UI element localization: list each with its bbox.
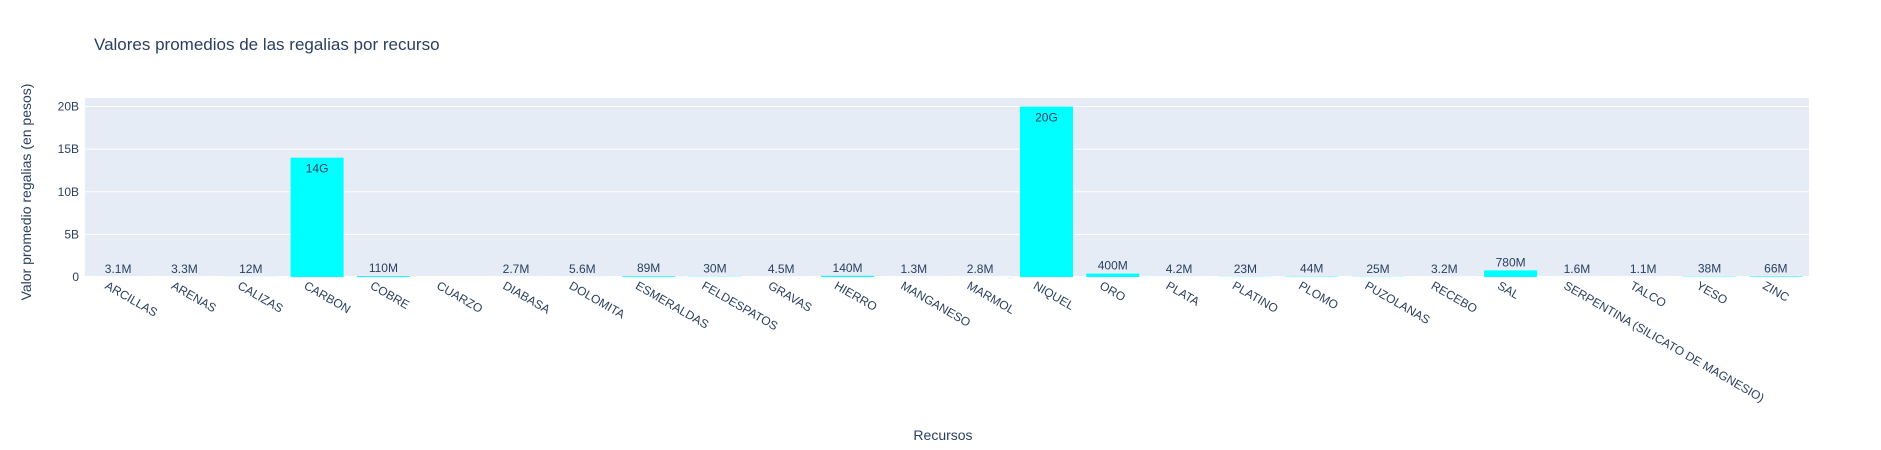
bar[interactable] bbox=[290, 157, 344, 277]
data-label: 2.7M bbox=[503, 262, 530, 276]
x-tick-label: ZINC bbox=[1760, 278, 1792, 304]
x-tick-label: TALCO bbox=[1628, 278, 1669, 310]
data-label: 3.2M bbox=[1431, 262, 1458, 276]
data-label: 14G bbox=[306, 162, 329, 176]
x-tick-label: CALIZAS bbox=[235, 278, 285, 315]
bar[interactable] bbox=[1484, 270, 1538, 277]
data-label: 3.1M bbox=[105, 262, 132, 276]
data-label: 5.6M bbox=[569, 262, 596, 276]
x-tick-label: CARBON bbox=[302, 278, 353, 316]
x-tick-label: YESO bbox=[1694, 278, 1730, 307]
data-label: 89M bbox=[637, 261, 660, 275]
y-tick-label: 5B bbox=[64, 227, 79, 241]
data-label: 44M bbox=[1300, 262, 1323, 276]
x-tick-label: ESMERALDAS bbox=[633, 278, 711, 331]
x-tick-label: COBRE bbox=[368, 278, 412, 311]
chart-title: Valores promedios de las regalias por re… bbox=[94, 35, 440, 54]
data-label: 66M bbox=[1764, 261, 1787, 275]
y-tick-label: 20B bbox=[58, 100, 79, 114]
x-axis-title: Recursos bbox=[913, 427, 972, 443]
x-tick-label: NIQUEL bbox=[1031, 278, 1077, 313]
x-tick-label: MARMOL bbox=[965, 278, 1018, 317]
x-tick-label: DIABASA bbox=[501, 278, 553, 316]
y-axis-title: Valor promedio regalias (en pesos) bbox=[18, 84, 34, 301]
data-label: 38M bbox=[1698, 262, 1721, 276]
data-label: 400M bbox=[1098, 259, 1128, 273]
x-tick-label: CUARZO bbox=[434, 278, 485, 315]
data-label: 1.1M bbox=[1630, 262, 1657, 276]
x-tick-label: RECEBO bbox=[1429, 278, 1480, 315]
x-tick-label: DOLOMITA bbox=[567, 278, 628, 321]
data-label: 3.3M bbox=[171, 262, 198, 276]
x-tick-label: ARCILLAS bbox=[103, 278, 160, 319]
x-tick-label: PLATA bbox=[1164, 278, 1202, 308]
data-label: 20G bbox=[1035, 111, 1058, 125]
x-tick-label: SAL bbox=[1495, 278, 1522, 302]
y-tick-label: 10B bbox=[58, 185, 79, 199]
data-label: 23M bbox=[1234, 262, 1257, 276]
data-label: 25M bbox=[1366, 262, 1389, 276]
data-label: 1.3M bbox=[901, 262, 928, 276]
y-tick-label: 0 bbox=[72, 270, 79, 284]
x-tick-label: GRAVAS bbox=[766, 278, 815, 314]
x-tick-label: PLATINO bbox=[1230, 278, 1281, 315]
x-tick-label: HIERRO bbox=[832, 278, 879, 313]
data-label: 4.2M bbox=[1166, 262, 1193, 276]
bar[interactable] bbox=[1749, 276, 1803, 277]
x-tick-label: PLOMO bbox=[1296, 278, 1341, 312]
x-tick-label: MANGANESO bbox=[898, 278, 973, 329]
x-tick-label: ORO bbox=[1097, 278, 1128, 304]
data-label: 4.5M bbox=[768, 262, 795, 276]
bar[interactable] bbox=[356, 276, 410, 277]
y-tick-label: 15B bbox=[58, 142, 79, 156]
data-label: 30M bbox=[703, 262, 726, 276]
bars bbox=[91, 106, 1803, 278]
bar[interactable] bbox=[821, 275, 875, 277]
x-axis-ticks: ARCILLAS ARENAS CALIZAS CARBON COBRE CUARZO DI… bbox=[103, 278, 1792, 405]
y-axis-ticks: 0 5B 10B 15B 20B bbox=[58, 100, 80, 284]
x-tick-label: ARENAS bbox=[169, 278, 219, 315]
bar[interactable] bbox=[622, 276, 676, 277]
bar[interactable] bbox=[1086, 273, 1140, 277]
data-label: 1.6M bbox=[1564, 262, 1591, 276]
plot-area bbox=[85, 98, 1809, 277]
data-label: 110M bbox=[369, 261, 398, 275]
data-label: 780M bbox=[1496, 255, 1526, 269]
data-label: 140M bbox=[833, 261, 863, 275]
x-tick-label: PUZOLANAS bbox=[1363, 278, 1433, 326]
data-labels: 3.1M 3.3M 12M 14G 110M 2.7M 5.6M 89M 30M 4.5M 140M… bbox=[105, 111, 1788, 276]
bar[interactable] bbox=[1019, 106, 1073, 278]
data-label: 12M bbox=[239, 262, 262, 276]
data-label: 2.8M bbox=[967, 262, 994, 276]
